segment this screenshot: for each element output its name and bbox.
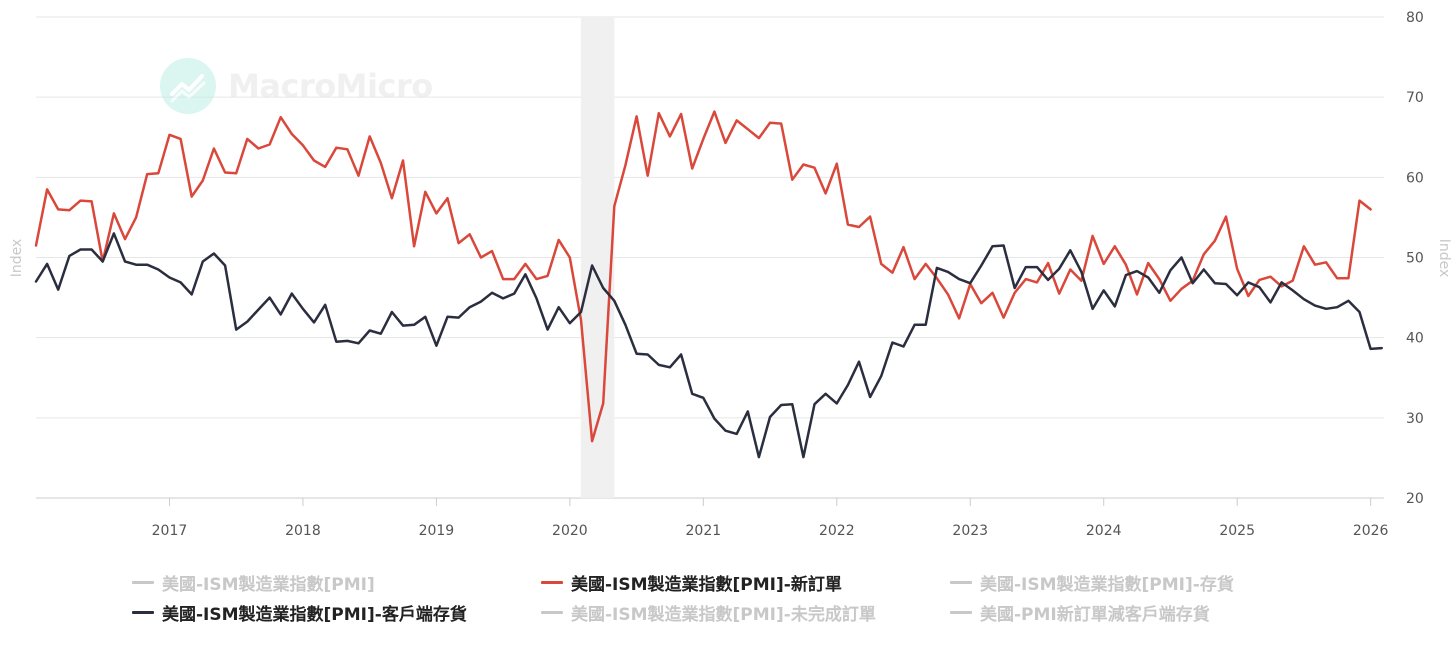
x-tick-label-2020: 2020	[552, 523, 588, 539]
legend-item-new-orders[interactable]: 美國-ISM製造業指數[PMI]-新訂單	[541, 570, 842, 595]
x-tick-label-2024: 2024	[1086, 523, 1122, 539]
left-axis-title: Index	[9, 239, 25, 278]
x-tick-label-2023: 2023	[952, 523, 988, 539]
gridlines	[36, 16, 1384, 499]
y-tick-label-20: 20	[1406, 491, 1424, 507]
legend-item-neworders-minus-custinv[interactable]: 美國-PMI新訂單減客戶端存貨	[950, 600, 1210, 625]
series-layer	[34, 110, 1383, 459]
x-tick-label-2025: 2025	[1219, 523, 1255, 539]
y-tick-label-30: 30	[1406, 411, 1424, 427]
legend-swatch-customer-inventories	[132, 611, 154, 614]
x-tick-label-2026: 2026	[1353, 523, 1389, 539]
x-tick-label-2017: 2017	[152, 523, 188, 539]
legend-item-inventories[interactable]: 美國-ISM製造業指數[PMI]-存貨	[950, 570, 1234, 595]
y-tick-label-80: 80	[1406, 10, 1424, 26]
x-tick-label-2019: 2019	[419, 523, 455, 539]
recession-band-layer	[580, 17, 615, 498]
y-tick-label-40: 40	[1406, 331, 1424, 347]
legend-swatch-inventories	[950, 581, 972, 584]
recession-band	[580, 17, 615, 498]
series-line-new_orders[interactable]	[34, 110, 1372, 443]
legend-label-inventories: 美國-ISM製造業指數[PMI]-存貨	[980, 575, 1234, 595]
series-line-customer_inventories[interactable]	[34, 232, 1383, 459]
legend-label-neworders-minus-custinv: 美國-PMI新訂單減客戶端存貨	[980, 605, 1210, 625]
right-axis-title: Index	[1436, 239, 1452, 278]
legend-label-backlog: 美國-ISM製造業指數[PMI]-未完成訂單	[571, 605, 876, 625]
legend-item-backlog[interactable]: 美國-ISM製造業指數[PMI]-未完成訂單	[541, 600, 876, 625]
y-tick-label-60: 60	[1406, 170, 1424, 186]
x-tick-label-2018: 2018	[285, 523, 321, 539]
legend-swatch-new-orders	[541, 581, 563, 584]
legend-swatch-backlog	[541, 611, 563, 614]
macromicro-watermark: MacroMicro	[160, 58, 433, 114]
legend-label-pmi: 美國-ISM製造業指數[PMI]	[162, 575, 375, 595]
x-tick-label-2021: 2021	[686, 523, 722, 539]
legend-label-new-orders: 美國-ISM製造業指數[PMI]-新訂單	[571, 575, 842, 595]
legend-label-customer-inventories: 美國-ISM製造業指數[PMI]-客戶端存貨	[162, 605, 467, 625]
y-tick-label-70: 70	[1406, 90, 1424, 106]
legend-item-customer-inventories[interactable]: 美國-ISM製造業指數[PMI]-客戶端存貨	[132, 600, 467, 625]
macromicro-logo-icon	[160, 58, 216, 114]
axes: 20 30 40 50 60 70 80 2017 2018 2019 2020 2021 2022 20…	[152, 10, 1424, 539]
legend-swatch-pmi	[132, 581, 154, 584]
watermark-text: MacroMicro	[228, 67, 433, 105]
legend-item-pmi[interactable]: 美國-ISM製造業指數[PMI]	[132, 570, 375, 595]
y-tick-label-50: 50	[1406, 251, 1424, 267]
legend-swatch-neworders-minus-custinv	[950, 611, 972, 614]
x-tick-label-2022: 2022	[819, 523, 855, 539]
legend: 美國-ISM製造業指數[PMI] 美國-ISM製造業指數[PMI]-新訂單 美國…	[0, 562, 1456, 632]
